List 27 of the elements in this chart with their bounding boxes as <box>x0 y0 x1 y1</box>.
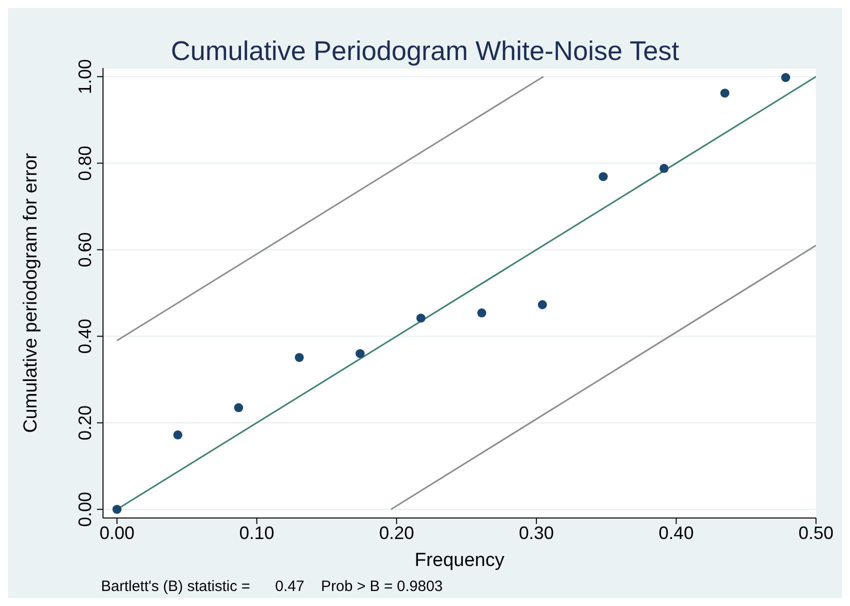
point <box>660 164 669 173</box>
x-tick-label: 0.50 <box>798 522 834 543</box>
point <box>356 349 365 358</box>
y-tick-label: 0.60 <box>75 232 95 268</box>
point <box>294 352 304 362</box>
point <box>598 172 608 182</box>
y-tick-label: 0.20 <box>75 405 95 440</box>
x-axis-title: Frequency <box>414 550 505 571</box>
point <box>234 403 244 412</box>
y-axis-title: Cumulative periodogram for error <box>20 152 42 433</box>
y-tick-label: 1.00 <box>75 59 95 94</box>
point <box>781 73 790 82</box>
text: Bartlett's (B) statistic = 0.47 Prob > B = 0.9803 <box>101 578 443 595</box>
y-tick-label: 0.40 <box>75 318 95 354</box>
x-tick-label: 0.30 <box>518 522 554 543</box>
point <box>720 88 730 98</box>
point <box>416 314 426 323</box>
x-tick-label: 0.10 <box>239 522 274 543</box>
chart-title: Cumulative Periodogram White-Noise Test <box>170 36 680 66</box>
x-tick-label: 0.20 <box>379 522 414 543</box>
point <box>112 504 122 514</box>
point <box>477 308 486 318</box>
point <box>538 300 547 310</box>
x-tick-label: 0.00 <box>99 522 135 543</box>
point <box>173 430 182 440</box>
y-tick-label: 0.80 <box>75 146 95 181</box>
x-tick-label: 0.40 <box>658 522 694 543</box>
